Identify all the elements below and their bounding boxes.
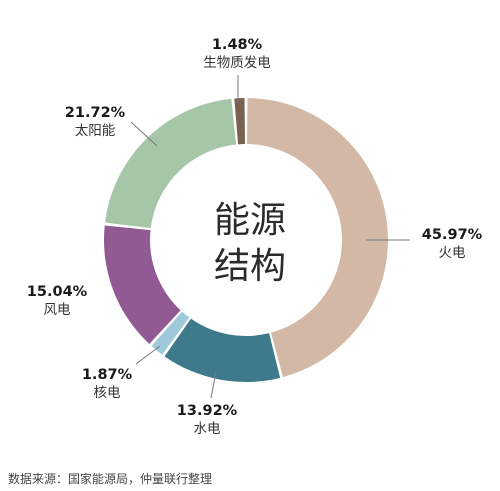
- percent-label-2: 13.92%: [177, 403, 238, 419]
- slice-4: [103, 225, 181, 344]
- category-label-6: 生物质发电: [203, 55, 271, 71]
- slice-1: [247, 98, 388, 378]
- leader-line-5: [130, 121, 158, 147]
- slice-6: [234, 98, 245, 145]
- category-label-3: 核电: [94, 385, 121, 401]
- leader-line-2: [210, 371, 217, 399]
- category-label-5: 太阳能: [75, 123, 116, 139]
- donut-chart: 45.97% 火电 13.92% 水电 1.87% 核电 15.04% 风电 21.72% 太阳能…: [27, 37, 483, 437]
- center-label-line-2: 结构: [214, 246, 286, 287]
- percent-label-6: 1.48%: [212, 37, 263, 53]
- category-label-1: 火电: [439, 245, 466, 261]
- percent-label-1: 45.97%: [422, 227, 483, 243]
- slice-2: [164, 318, 281, 382]
- percent-label-3: 1.87%: [82, 367, 133, 383]
- percent-label-4: 15.04%: [27, 284, 88, 300]
- leader-line-3: [135, 345, 161, 365]
- percent-label-5: 21.72%: [65, 105, 126, 121]
- category-label-4: 风电: [44, 302, 71, 318]
- slice-3: [151, 311, 190, 355]
- slice-5: [105, 98, 237, 229]
- center-label-line-1: 能源: [214, 200, 286, 241]
- source-note: 数据来源：国家能源局，仲量联行整理: [8, 472, 213, 486]
- category-label-2: 水电: [194, 421, 221, 437]
